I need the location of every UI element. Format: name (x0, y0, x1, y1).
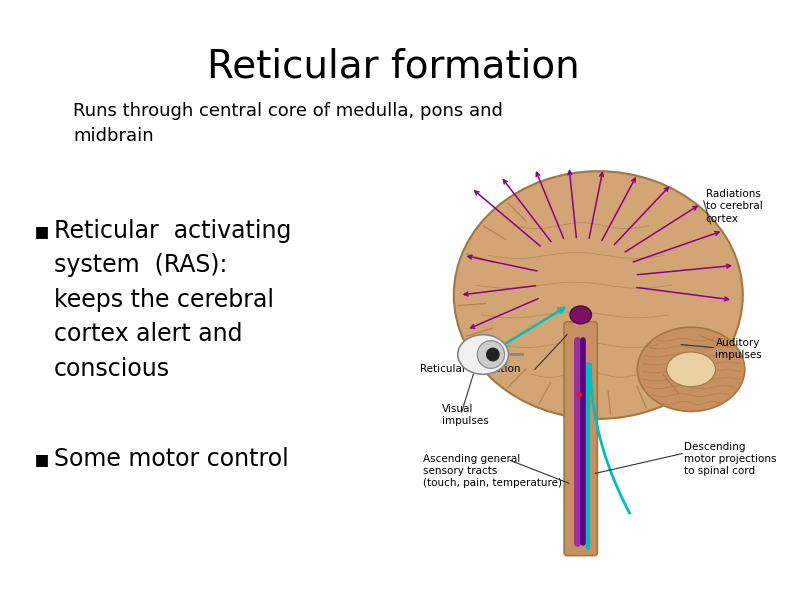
Text: ▪: ▪ (34, 219, 50, 243)
Ellipse shape (458, 335, 509, 374)
Text: Descending
motor projections
to spinal cord: Descending motor projections to spinal c… (684, 442, 777, 476)
Ellipse shape (486, 347, 500, 361)
Text: Ascending general
sensory tracts
(touch, pain, temperature): Ascending general sensory tracts (touch,… (422, 454, 562, 488)
Text: Reticular formation: Reticular formation (420, 364, 520, 374)
Text: Visual
impulses: Visual impulses (442, 404, 489, 427)
Text: Radiations
to cerebral
cortex: Radiations to cerebral cortex (706, 189, 762, 224)
Text: Reticular formation: Reticular formation (207, 47, 579, 85)
Ellipse shape (638, 327, 745, 412)
Text: ▪: ▪ (34, 446, 50, 470)
FancyBboxPatch shape (564, 322, 598, 556)
Text: Some motor control: Some motor control (54, 446, 288, 470)
Ellipse shape (570, 306, 591, 324)
Text: Reticular  activating
system  (RAS):
keeps the cerebral
cortex alert and
conscio: Reticular activating system (RAS): keeps… (54, 219, 291, 380)
Text: Runs through central core of medulla, pons and
midbrain: Runs through central core of medulla, po… (73, 102, 503, 145)
Ellipse shape (666, 352, 715, 386)
Ellipse shape (454, 171, 742, 419)
Ellipse shape (478, 341, 505, 368)
Text: Auditory
impulses: Auditory impulses (715, 338, 762, 360)
